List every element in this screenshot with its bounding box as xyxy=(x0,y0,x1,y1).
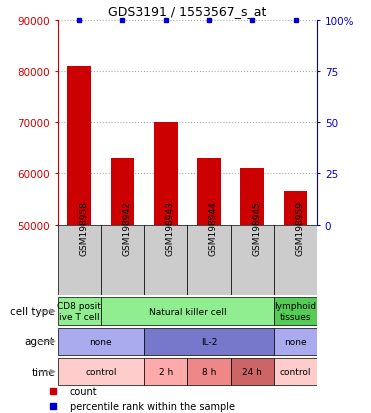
FancyBboxPatch shape xyxy=(231,225,274,295)
FancyBboxPatch shape xyxy=(274,358,317,385)
Title: GDS3191 / 1553567_s_at: GDS3191 / 1553567_s_at xyxy=(108,5,266,18)
FancyBboxPatch shape xyxy=(274,328,317,355)
Bar xyxy=(197,159,221,225)
Text: GSM198959: GSM198959 xyxy=(296,200,305,255)
Text: none: none xyxy=(89,337,112,346)
Text: 24 h: 24 h xyxy=(242,367,262,376)
Text: CD8 posit
ive T cell: CD8 posit ive T cell xyxy=(57,302,101,321)
FancyBboxPatch shape xyxy=(58,328,144,355)
FancyBboxPatch shape xyxy=(274,225,317,295)
FancyBboxPatch shape xyxy=(58,358,144,385)
Text: control: control xyxy=(85,367,116,376)
Text: GSM198944: GSM198944 xyxy=(209,201,218,255)
FancyBboxPatch shape xyxy=(274,298,317,325)
Text: GSM198943: GSM198943 xyxy=(166,201,175,255)
Bar xyxy=(240,169,264,225)
Text: 2 h: 2 h xyxy=(158,367,173,376)
FancyBboxPatch shape xyxy=(144,358,187,385)
FancyBboxPatch shape xyxy=(187,358,231,385)
Text: agent: agent xyxy=(25,337,55,347)
FancyBboxPatch shape xyxy=(231,358,274,385)
Text: 8 h: 8 h xyxy=(202,367,216,376)
FancyBboxPatch shape xyxy=(101,298,274,325)
FancyBboxPatch shape xyxy=(58,225,101,295)
Text: GSM198958: GSM198958 xyxy=(79,200,88,255)
FancyBboxPatch shape xyxy=(58,298,101,325)
Bar xyxy=(67,66,91,225)
FancyBboxPatch shape xyxy=(101,225,144,295)
Bar xyxy=(154,123,178,225)
Text: GSM198945: GSM198945 xyxy=(252,201,261,255)
Text: percentile rank within the sample: percentile rank within the sample xyxy=(70,401,235,411)
Text: lymphoid
tissues: lymphoid tissues xyxy=(275,302,316,321)
Bar xyxy=(284,192,308,225)
Text: IL-2: IL-2 xyxy=(201,337,217,346)
Text: Natural killer cell: Natural killer cell xyxy=(148,307,226,316)
Text: cell type: cell type xyxy=(10,306,55,316)
Text: none: none xyxy=(284,337,307,346)
Text: count: count xyxy=(70,386,97,396)
FancyBboxPatch shape xyxy=(187,225,231,295)
Text: time: time xyxy=(31,367,55,377)
FancyBboxPatch shape xyxy=(144,225,187,295)
Text: control: control xyxy=(280,367,311,376)
FancyBboxPatch shape xyxy=(144,328,274,355)
Text: GSM198942: GSM198942 xyxy=(122,201,131,255)
Bar xyxy=(111,159,134,225)
